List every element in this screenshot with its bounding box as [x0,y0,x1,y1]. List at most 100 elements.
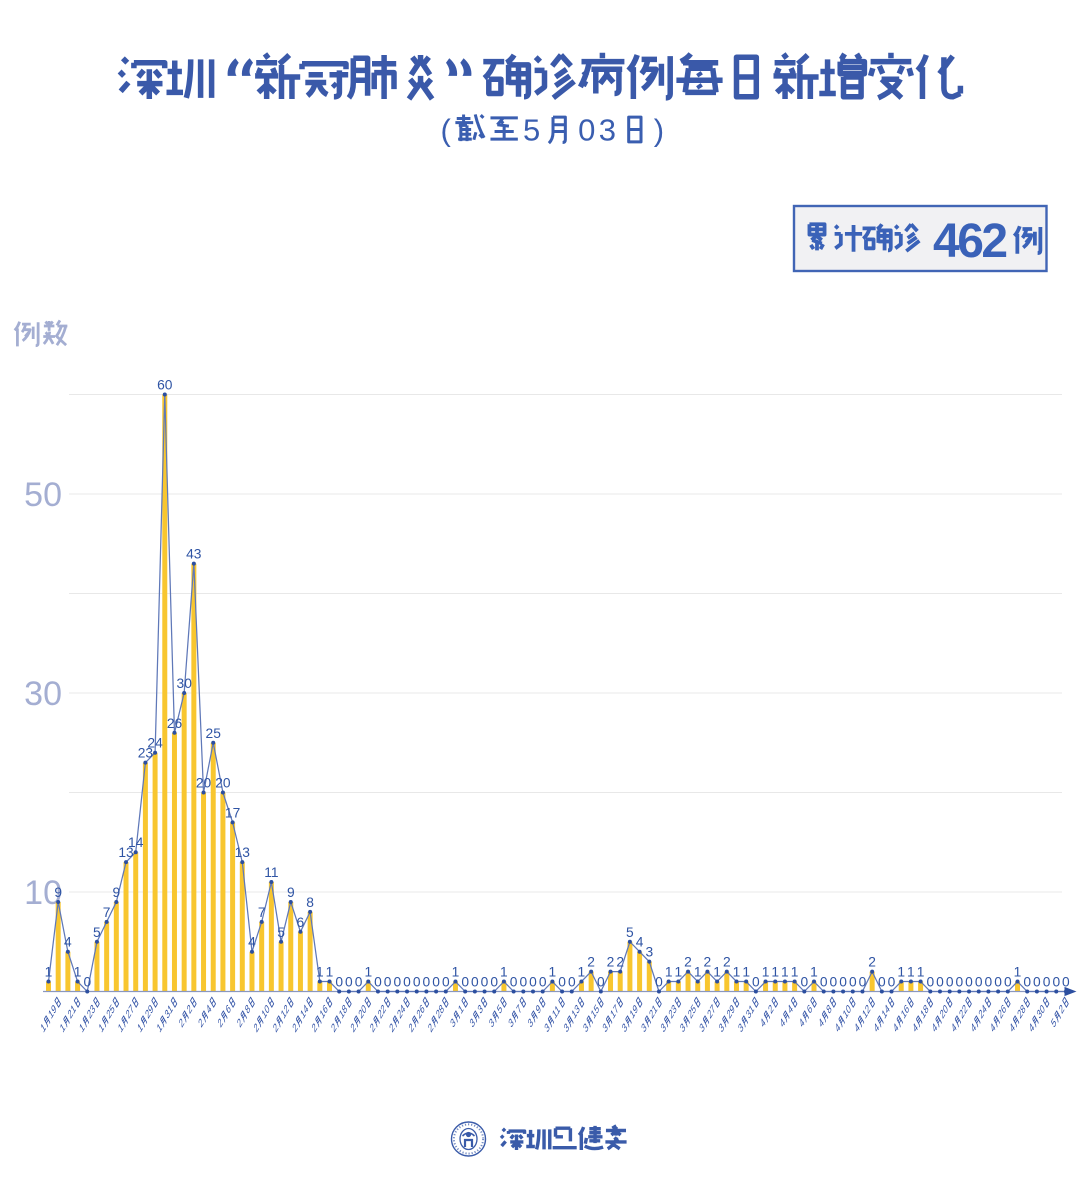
svg-text:1: 1 [39,1021,47,1036]
svg-text:23: 23 [86,1002,97,1022]
svg-text:0: 0 [655,975,663,990]
svg-text:1: 1 [457,1002,465,1017]
svg-text:3: 3 [645,945,653,960]
svg-text:0: 0 [1062,975,1070,990]
svg-text:1: 1 [500,965,508,980]
svg-text:2: 2 [868,955,876,970]
svg-text:3: 3 [679,1021,687,1036]
svg-text:18: 18 [338,1002,349,1022]
svg-text:28: 28 [1016,1002,1027,1022]
svg-text:4: 4 [798,1016,806,1031]
svg-text:1: 1 [59,1021,67,1036]
svg-text:4: 4 [248,935,256,950]
svg-text:4: 4 [205,1002,213,1017]
svg-text:16: 16 [900,1002,911,1022]
svg-text:0: 0 [510,975,518,990]
svg-text:20: 20 [357,1002,368,1022]
svg-text:2: 2 [587,955,595,970]
svg-text:26: 26 [416,1002,427,1022]
svg-text:3: 3 [698,1021,706,1036]
svg-text:0: 0 [597,975,605,990]
svg-text:25: 25 [105,1002,116,1022]
svg-text:1: 1 [781,965,789,980]
svg-text:1: 1 [74,965,82,980]
svg-text:1: 1 [742,965,750,980]
svg-text:0: 0 [519,975,527,990]
svg-text:3: 3 [582,1021,590,1036]
svg-text:0: 0 [965,975,973,990]
svg-text:1: 1 [791,965,799,980]
svg-text:21: 21 [67,1002,78,1022]
svg-text:7: 7 [103,905,111,920]
svg-text:31: 31 [164,1002,175,1022]
svg-text:1: 1 [78,1021,86,1036]
svg-text:0: 0 [1052,975,1060,990]
svg-text:27: 27 [706,1002,717,1022]
svg-text:0: 0 [403,975,411,990]
svg-text:30: 30 [24,675,62,713]
svg-text:2: 2 [684,955,692,970]
svg-text:0: 0 [355,975,363,990]
svg-text:3: 3 [718,1021,726,1036]
svg-text:2: 2 [186,1002,194,1017]
svg-text:0: 0 [956,975,964,990]
svg-text:2: 2 [330,1021,338,1036]
svg-text:13: 13 [118,845,134,860]
svg-text:1: 1 [98,1021,106,1036]
svg-text:1: 1 [762,965,770,980]
svg-text:4: 4 [1028,1021,1036,1036]
svg-text:30: 30 [177,676,193,691]
svg-text:4: 4 [853,1021,861,1036]
svg-text:0: 0 [926,975,934,990]
svg-text:2: 2 [408,1021,416,1036]
svg-text:9: 9 [287,885,295,900]
svg-text:10: 10 [842,1002,853,1022]
svg-text:19: 19 [629,1002,640,1022]
svg-text:1: 1 [665,965,673,980]
svg-text:14: 14 [128,835,144,850]
svg-text:3: 3 [640,1021,648,1036]
svg-text:4: 4 [759,1016,767,1031]
svg-text:30: 30 [1036,1002,1047,1022]
svg-text:2: 2 [607,955,615,970]
svg-text:2: 2 [723,955,731,970]
svg-text:4: 4 [1008,1021,1016,1036]
svg-text:0: 0 [830,975,838,990]
svg-text:1: 1 [549,965,557,980]
svg-text:9: 9 [535,1002,543,1017]
svg-text:6: 6 [297,915,305,930]
svg-text:2: 2 [217,1016,225,1031]
svg-text:0: 0 [752,975,760,990]
svg-text:0: 0 [878,975,886,990]
svg-text:0: 0 [374,975,382,990]
svg-text:5: 5 [626,925,634,940]
svg-text:0: 0 [820,975,828,990]
svg-text:2: 2 [253,1021,261,1036]
svg-text:2: 2 [178,1016,186,1031]
svg-text:29: 29 [726,1002,737,1022]
svg-text:3: 3 [621,1021,629,1036]
svg-text:18: 18 [919,1002,930,1022]
svg-text:22: 22 [377,1002,388,1022]
svg-text:7: 7 [515,1002,523,1017]
svg-text:1: 1 [810,965,818,980]
svg-text:4: 4 [892,1021,900,1036]
svg-text:17: 17 [609,1002,620,1022]
svg-text:2: 2 [369,1021,377,1036]
svg-text:13: 13 [235,845,251,860]
svg-text:0: 0 [985,975,993,990]
svg-text:3: 3 [527,1016,535,1031]
svg-text:1: 1 [364,965,372,980]
svg-text:2: 2 [272,1021,280,1036]
svg-text:03: 03 [578,113,619,148]
svg-text:1: 1 [713,965,721,980]
svg-text:21: 21 [648,1002,659,1022]
svg-text:0: 0 [936,975,944,990]
svg-text:3: 3 [469,1016,477,1031]
svg-text:4: 4 [64,935,72,950]
svg-text:1: 1 [771,965,779,980]
svg-text:5: 5 [496,1002,504,1017]
svg-text:29: 29 [144,1002,155,1022]
svg-text:0: 0 [539,975,547,990]
svg-text:25: 25 [687,1002,698,1022]
